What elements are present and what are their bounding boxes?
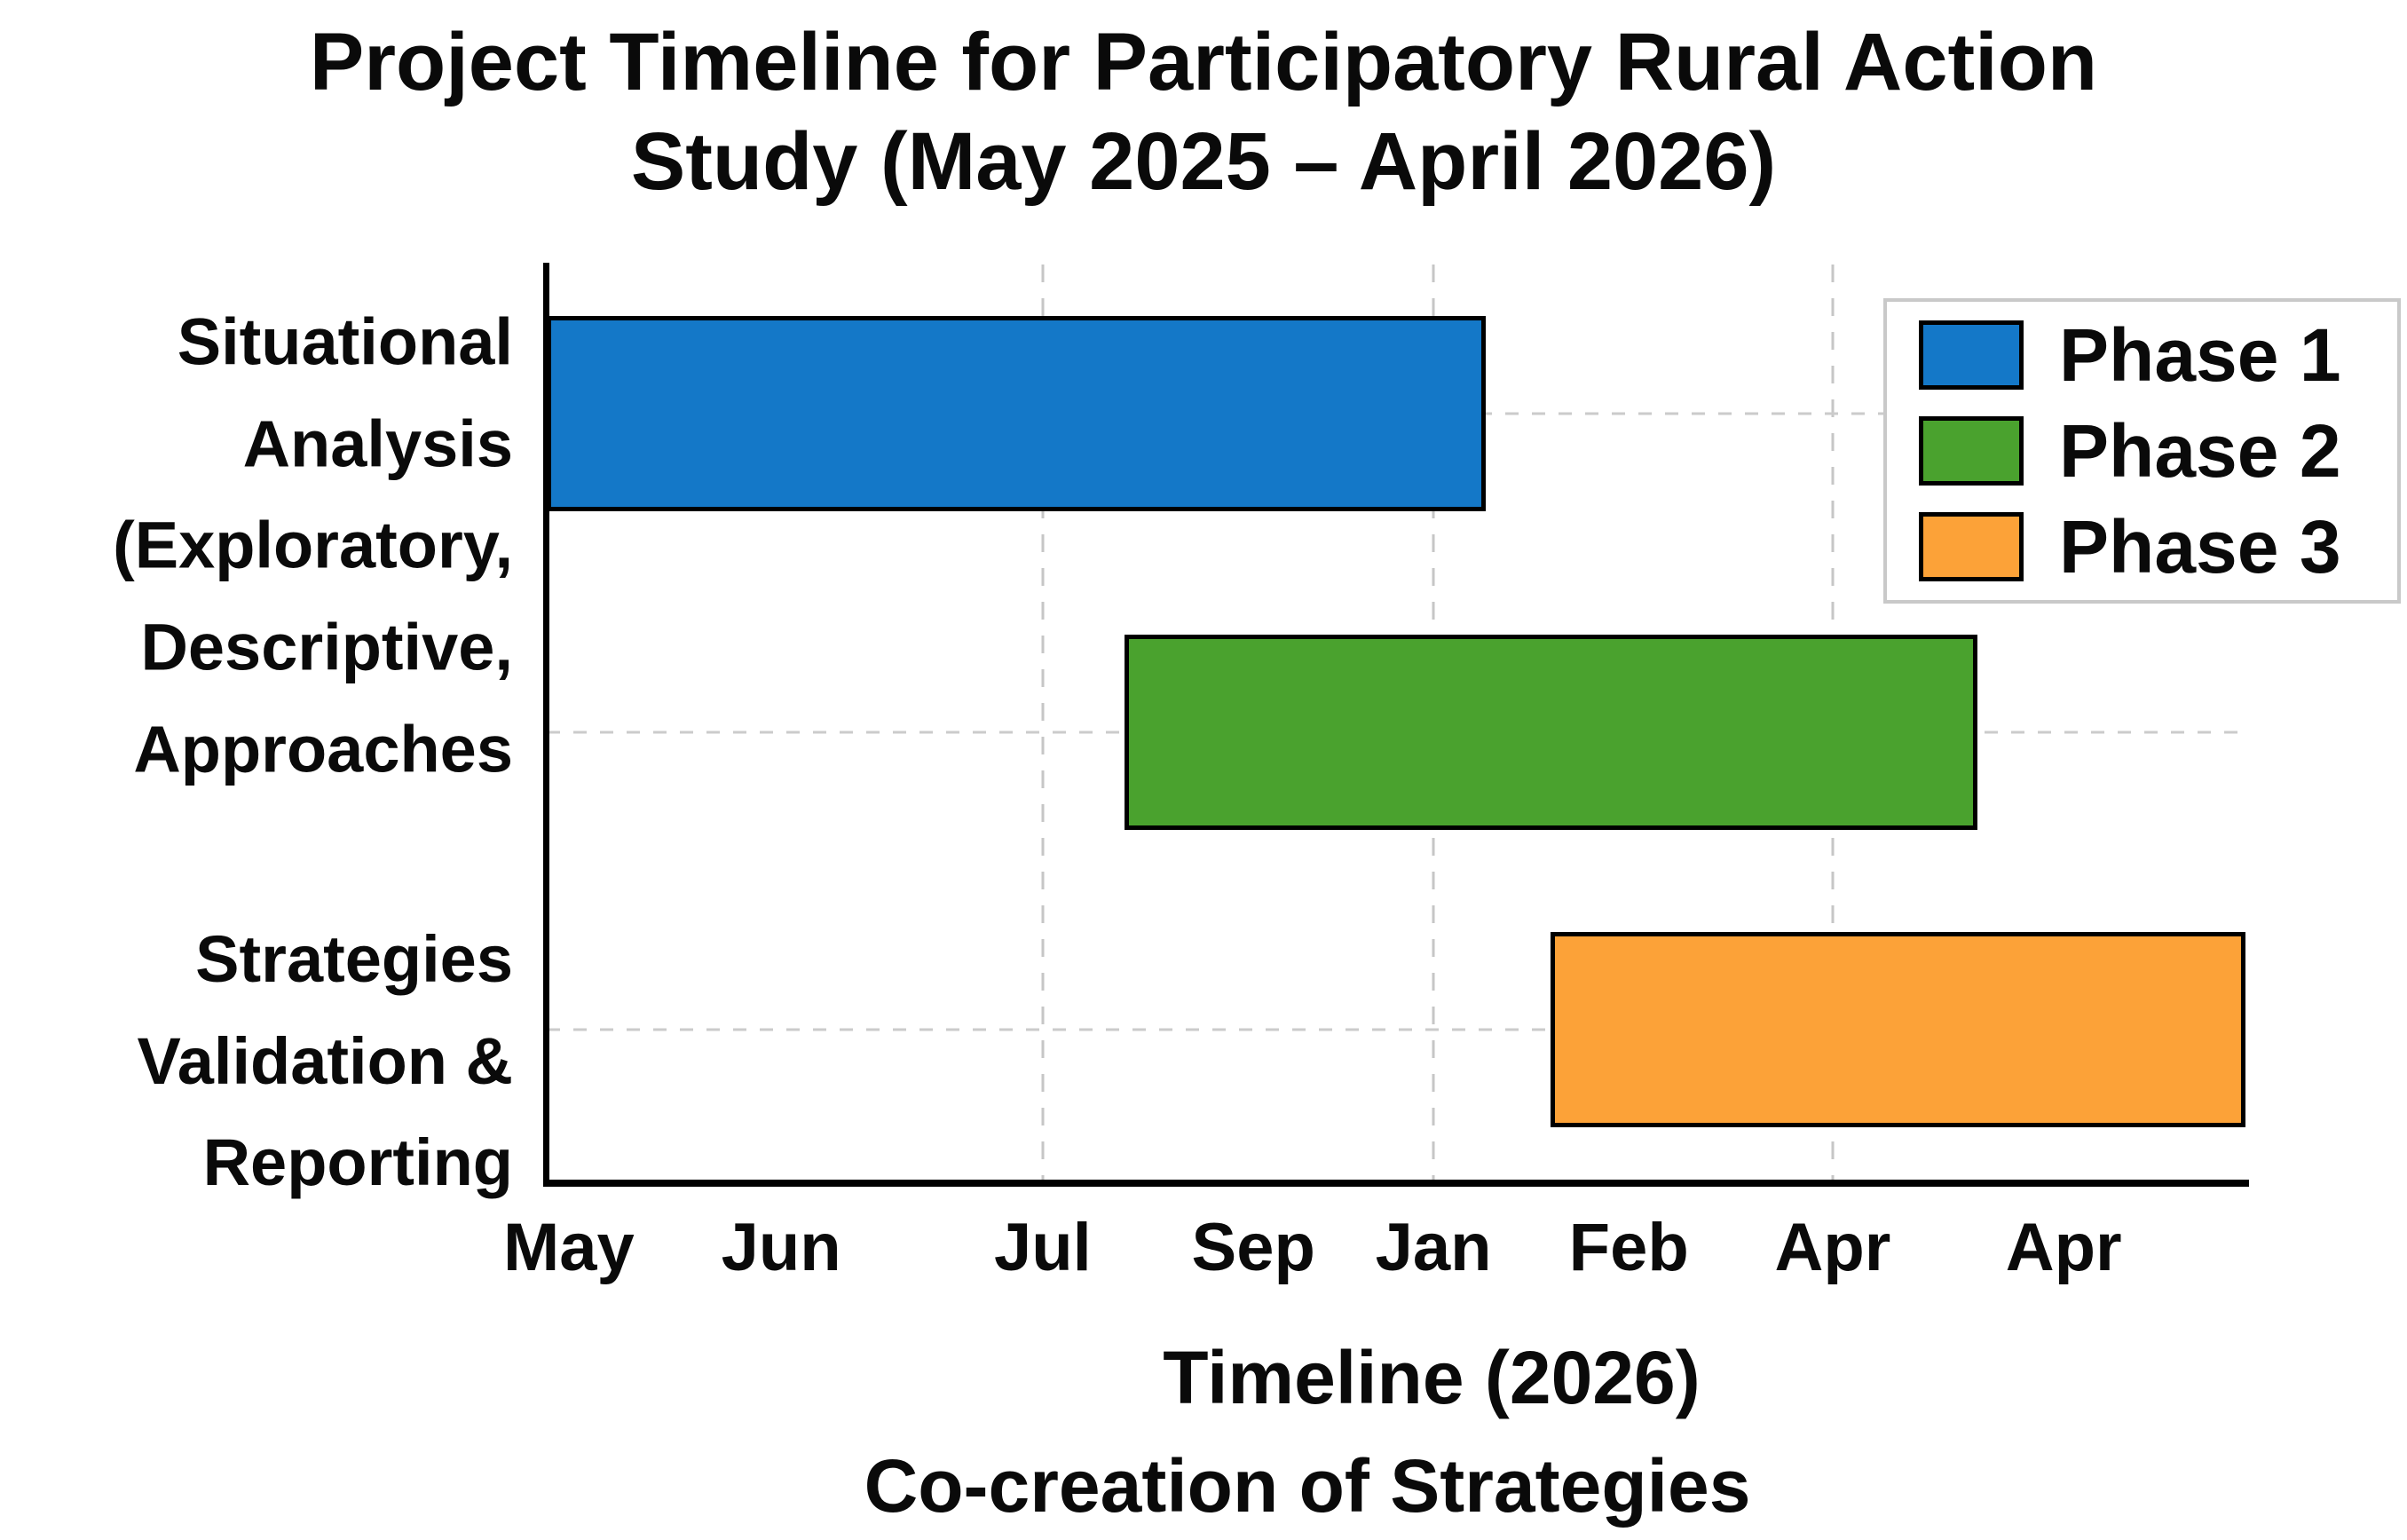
x-tick-label-sep-3: Sep xyxy=(1191,1210,1315,1285)
chart-title-line1: Project Timeline for Participatory Rural… xyxy=(309,17,2098,107)
x-axis-tick-labels: May Jun Jul Sep Jan Feb Apr Apr xyxy=(503,1209,2245,1307)
legend: Phase 1 Phase 2 Phase 3 xyxy=(1883,298,2401,604)
legend-label-phase-2: Phase 2 xyxy=(2059,408,2341,493)
x-tick-label-feb-5: Feb xyxy=(1568,1210,1689,1285)
x-tick-label-apr-7: Apr xyxy=(2005,1210,2122,1285)
chart-title: Project Timeline for Participatory Rural… xyxy=(0,12,2407,211)
x-axis-spine xyxy=(543,1180,2249,1187)
gantt-bar-phase-1 xyxy=(547,315,1487,511)
x-tick-label-apr-6: Apr xyxy=(1774,1210,1891,1285)
x-tick-label-jul-2: Jul xyxy=(993,1210,1092,1285)
y-axis-label-situational-analysis: Situational Analysis (Exploratory, Descr… xyxy=(113,304,513,786)
legend-swatch-phase-2-icon xyxy=(1919,416,2024,486)
y-axis-spine xyxy=(543,263,549,1186)
horizontal-gridline xyxy=(547,1028,2245,1031)
x-tick-label-jan-4: Jan xyxy=(1375,1210,1492,1285)
legend-label-phase-3: Phase 3 xyxy=(2059,504,2341,588)
chart-footnote: Co-creation of Strategies xyxy=(864,1444,1751,1528)
x-tick-label-jun-1: Jun xyxy=(721,1210,841,1285)
plot-area xyxy=(547,265,2245,1182)
legend-item-phase-2: Phase 2 xyxy=(1919,407,2397,495)
vertical-gridline xyxy=(1041,265,1045,1182)
legend-label-phase-1: Phase 1 xyxy=(2059,312,2341,397)
x-tick-label-may-0: May xyxy=(502,1210,635,1285)
y-axis-label-strategies-validation: Strategies Validation & Reporting xyxy=(137,921,513,1200)
legend-swatch-phase-1-icon xyxy=(1919,320,2024,390)
gantt-bar-phase-2 xyxy=(1124,635,1977,831)
gantt-bar-phase-3 xyxy=(1551,932,2245,1128)
chart-title-line2: Study (May 2025 – April 2026) xyxy=(630,116,1777,208)
legend-item-phase-3: Phase 3 xyxy=(1919,502,2397,591)
x-axis-title: Timeline (2026) xyxy=(1163,1336,1701,1419)
legend-swatch-phase-3-icon xyxy=(1919,512,2024,581)
legend-item-phase-1: Phase 1 xyxy=(1919,311,2397,399)
